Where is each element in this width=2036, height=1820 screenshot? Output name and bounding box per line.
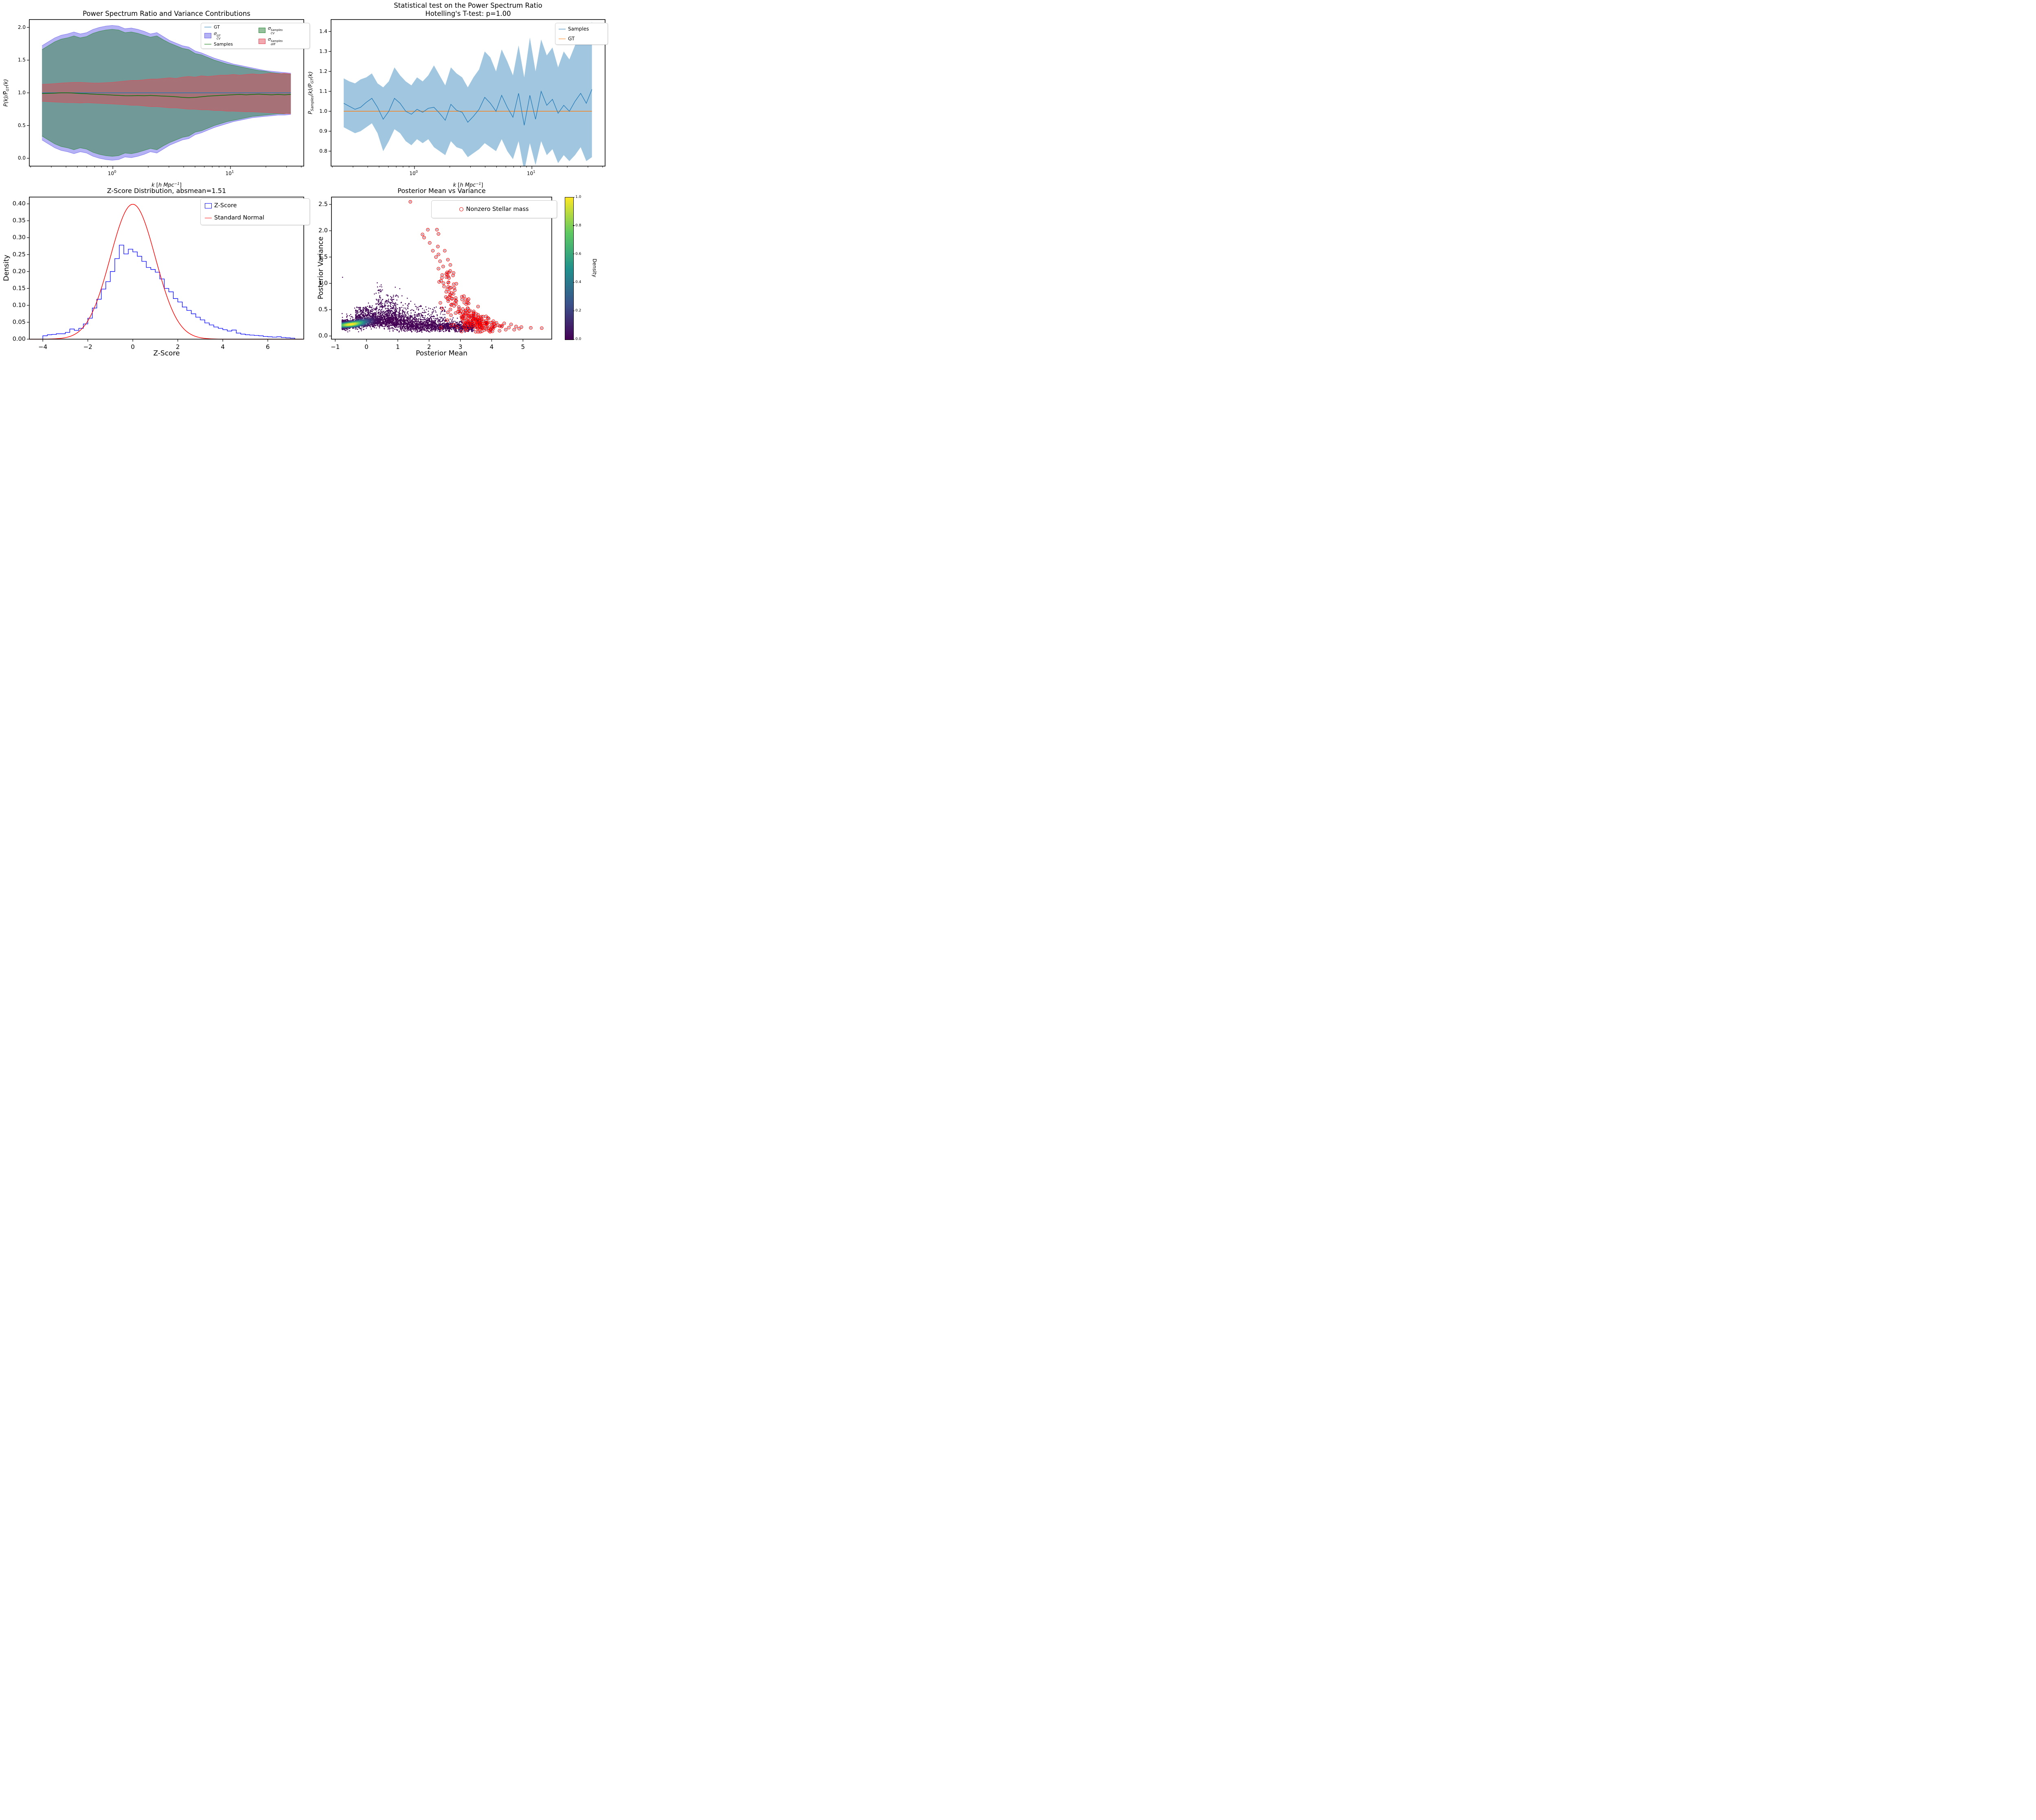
title-top-left: Power Spectrum Ratio and Variance Contri… <box>83 10 250 18</box>
svg-text:1.0: 1.0 <box>319 108 327 114</box>
xlabel-bottom-right: Posterior Mean <box>416 349 467 357</box>
svg-text:2: 2 <box>176 343 180 351</box>
svg-text:1.1: 1.1 <box>319 88 327 94</box>
band-diff <box>42 73 291 114</box>
figure-canvas: 0.0 0.5 1.0 1.5 2.0 100 101 0.8 0.9 1.0 1.1 1.2 1.3 1… <box>13 19 606 351</box>
legend-label-nonzero-stellar-mass: Nonzero Stellar mass <box>466 206 529 213</box>
legend-label-standard-normal: Standard Normal <box>214 215 265 221</box>
xlabel-bottom-left: Z-Score <box>153 349 180 357</box>
svg-text:1.3: 1.3 <box>319 48 327 54</box>
svg-text:0: 0 <box>131 343 135 351</box>
tl-plot: 0.0 0.5 1.0 1.5 2.0 100 101 <box>18 19 304 176</box>
legend-item-sigma-cv-samples[interactable]: σ Samples CV <box>258 25 306 35</box>
svg-text:0.00: 0.00 <box>13 336 26 342</box>
legend-top-right[interactable]: Samples GT <box>555 23 608 45</box>
diff-patch-swatch-icon <box>258 38 265 44</box>
zscore-hist <box>42 245 295 339</box>
xlabel-top-right: k [h Mpc−1] <box>453 182 483 189</box>
svg-text:101: 101 <box>226 170 234 176</box>
cv-gt-patch-swatch-icon <box>204 33 211 39</box>
colorbar-tick <box>573 225 575 226</box>
svg-text:6: 6 <box>266 343 270 351</box>
legend-label-gt: GT <box>214 24 220 30</box>
title-top-right-line2: Hotelling's T-test: p=1.00 <box>425 10 511 18</box>
svg-text:0.0: 0.0 <box>18 155 26 161</box>
ylabel-bottom-left: Density <box>2 254 11 281</box>
colorbar-label: Density <box>592 259 597 277</box>
legend-item-standard-normal[interactable]: Standard Normal <box>205 215 305 221</box>
legend-item-zscore[interactable]: Z-Score <box>205 202 305 209</box>
legend-label-sigma-diff: σ Samples diff <box>268 36 283 46</box>
svg-text:0.15: 0.15 <box>13 285 26 292</box>
ylabel-bottom-right: Posterior Variance <box>317 237 325 299</box>
colorbar-tick-label: 0.8 <box>575 223 581 228</box>
colorbar-tick-label: 1.0 <box>575 195 581 199</box>
br-plot: 0.00.51.01.52.02.5−1 0 1 2 3 4 5 <box>318 197 552 351</box>
svg-text:101: 101 <box>527 170 535 176</box>
samples-band <box>344 21 592 166</box>
legend-item-samples[interactable]: Samples <box>204 42 254 47</box>
title-bottom-right: Posterior Mean vs Variance <box>397 187 486 195</box>
legend-bottom-left[interactable]: Z-Score Standard Normal <box>200 198 310 225</box>
svg-text:4: 4 <box>221 343 225 351</box>
svg-text:0.35: 0.35 <box>13 217 26 224</box>
legend-label-samples: Samples <box>214 42 233 47</box>
svg-text:100: 100 <box>108 170 116 176</box>
svg-text:1.2: 1.2 <box>319 68 327 74</box>
svg-text:0.30: 0.30 <box>13 235 26 241</box>
legend-bottom-right[interactable]: Nonzero Stellar mass <box>431 200 557 218</box>
tr-series <box>343 21 592 166</box>
tr-plot: 0.8 0.9 1.0 1.1 1.2 1.3 1.4 100 101 <box>319 19 606 176</box>
svg-text:0.20: 0.20 <box>13 268 26 275</box>
colorbar-tick-label: 0.6 <box>575 252 581 256</box>
svg-text:0.5: 0.5 <box>18 123 26 128</box>
figure: 0.0 0.5 1.0 1.5 2.0 100 101 0.8 0.9 1.0 1.1 1.2 1.3 1… <box>0 0 608 364</box>
legend-label-zscore: Z-Score <box>214 202 237 209</box>
svg-text:1.0: 1.0 <box>18 90 26 96</box>
legend-label-sigma-cv-samples: σ Samples CV <box>268 25 283 35</box>
legend-label-tr-samples: Samples <box>568 26 589 32</box>
svg-text:0.40: 0.40 <box>13 201 26 207</box>
cv-samples-patch-swatch-icon <box>258 27 265 33</box>
legend-item-sigma-diff[interactable]: σ Samples diff <box>258 36 306 46</box>
legend-item-nonzero-stellar-mass[interactable]: Nonzero Stellar mass <box>459 206 529 213</box>
title-bottom-left: Z-Score Distribution, absmean=1.51 <box>107 187 226 195</box>
tl-series <box>42 25 291 160</box>
colorbar-tick-label: 0.0 <box>575 337 581 341</box>
svg-text:0.25: 0.25 <box>13 251 26 258</box>
colorbar-tick-label: 0.4 <box>575 280 581 285</box>
legend-label-tr-gt: GT <box>568 36 575 42</box>
colorbar-tick <box>573 339 575 340</box>
colorbar-tick-label: 0.2 <box>575 309 581 313</box>
samples-line <box>343 89 592 125</box>
svg-text:0.8: 0.8 <box>319 148 327 154</box>
bl-plot: 0.00 0.05 0.10 0.15 0.20 0.25 0.30 0.35 0.40 −4 −2… <box>13 197 304 351</box>
red-circle-marker-icon <box>459 207 464 211</box>
svg-text:0.9: 0.9 <box>319 128 327 134</box>
legend-label-sigma-cv-gt: σ GT CV <box>214 31 221 41</box>
zscore-hist-swatch-icon <box>205 203 212 208</box>
svg-text:1.5: 1.5 <box>18 57 26 63</box>
svg-text:0.05: 0.05 <box>13 319 26 325</box>
xlabel-top-left: k [h Mpc−1] <box>151 182 182 189</box>
colorbar-tick <box>573 282 575 283</box>
samples-line <box>42 92 291 98</box>
ylabel-top-right: PSamples(k)/PGT(k) <box>307 71 315 114</box>
nonzero-stellar-mass-points <box>408 200 544 334</box>
colorbar[interactable] <box>565 197 574 340</box>
svg-text:100: 100 <box>409 170 418 176</box>
svg-text:1.4: 1.4 <box>319 28 327 34</box>
svg-text:−4: −4 <box>38 343 47 351</box>
legend-item-sigma-cv-gt[interactable]: σ GT CV <box>204 31 254 40</box>
svg-text:−2: −2 <box>83 343 92 351</box>
svg-text:0.10: 0.10 <box>13 302 26 309</box>
legend-item-gt[interactable]: GT <box>204 24 254 30</box>
legend-item-tr-gt[interactable]: GT <box>559 36 604 42</box>
legend-top-left[interactable]: GT σ GT CV Samples σ Samples CV σ Samples diff <box>201 23 310 49</box>
svg-text:2.0: 2.0 <box>18 24 26 30</box>
ylabel-top-left: P(k)/PGT(k) <box>3 79 10 107</box>
title-top-right-line1: Statistical test on the Power Spectrum R… <box>394 2 542 9</box>
legend-item-tr-samples[interactable]: Samples <box>559 26 604 32</box>
